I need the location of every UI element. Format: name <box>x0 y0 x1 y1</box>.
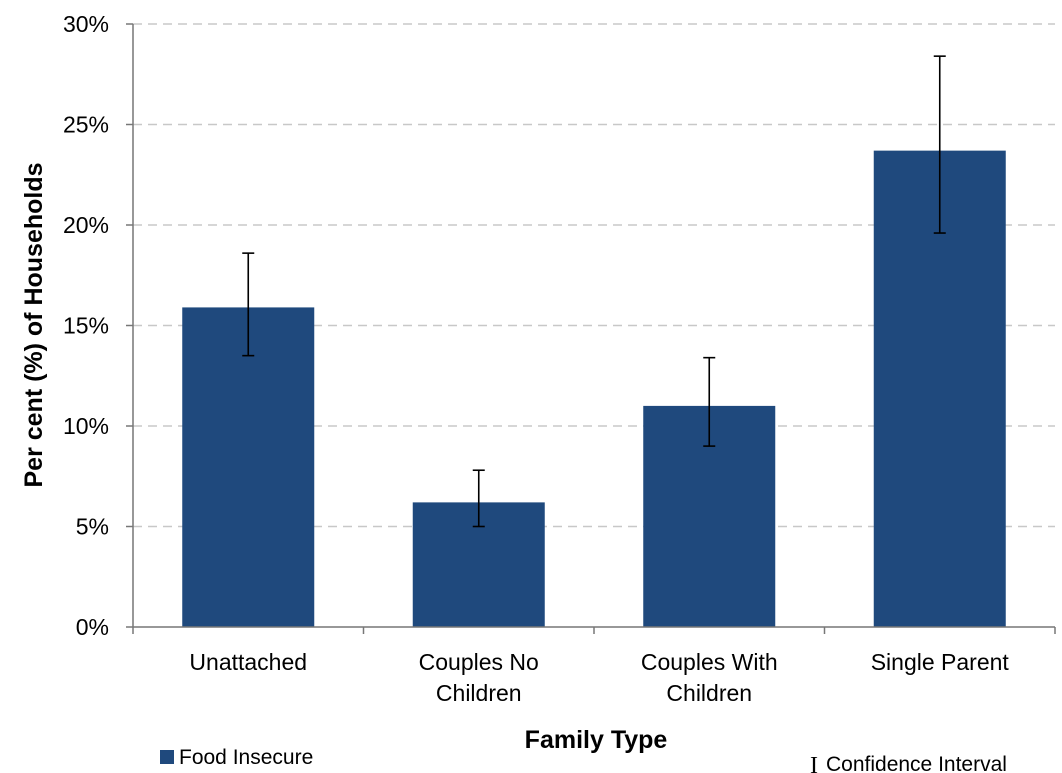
y-tick-label: 5% <box>76 514 109 540</box>
bars <box>182 150 1006 627</box>
y-tick-label: 25% <box>63 112 109 138</box>
legend-ci-symbol: I <box>810 753 818 773</box>
x-tick-label-line: Children <box>666 680 752 706</box>
axes <box>126 23 1056 634</box>
y-tick-label: 10% <box>63 413 109 439</box>
x-tick-label: Couples With Children <box>641 649 778 706</box>
x-tick-label-line: Single Parent <box>871 649 1010 675</box>
y-axis-title: Per cent (%) of Households <box>20 162 48 487</box>
legend-swatch-food-insecure <box>160 750 174 764</box>
x-tick-label: Couples No Children <box>419 649 539 706</box>
y-tick-label: 20% <box>63 212 109 238</box>
x-tick-label-line: Children <box>436 680 522 706</box>
x-tick-label-line: Couples No <box>419 649 539 675</box>
x-tick-label: Unattached <box>189 649 307 675</box>
y-tick-labels: 0% 5% 10% 15% 20% 25% 30% <box>63 11 109 640</box>
legend-label-food-insecure: Food Insecure <box>179 746 313 769</box>
x-tick-label: Single Parent <box>871 649 1010 675</box>
legend: Food Insecure I Confidence Interval <box>160 746 1007 773</box>
error-bars <box>242 55 946 528</box>
bar <box>182 307 315 627</box>
x-axis-title: Family Type <box>525 726 668 754</box>
y-tick-label: 0% <box>76 614 109 640</box>
y-tick-label: 30% <box>63 11 109 37</box>
y-tick-label: 15% <box>63 313 109 339</box>
legend-ci-label: Confidence Interval <box>826 753 1007 773</box>
x-tick-label-line: Couples With <box>641 649 778 675</box>
x-tick-label-line: Unattached <box>189 649 307 675</box>
